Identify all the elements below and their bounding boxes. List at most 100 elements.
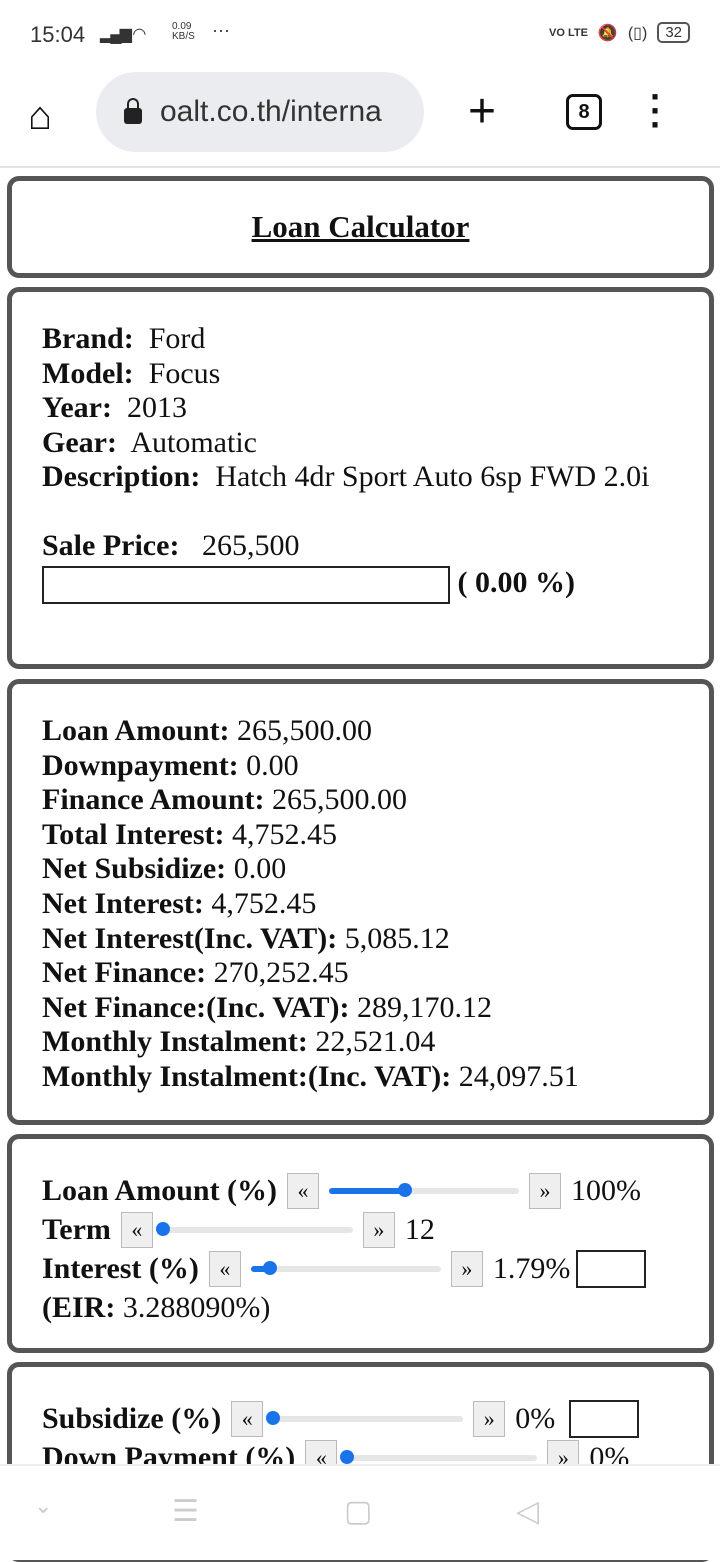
result-label: Total Interest:	[42, 817, 225, 851]
volte-icon: VO LTE	[549, 26, 588, 39]
result-label: Net Finance:(Inc. VAT):	[42, 990, 350, 1024]
sale-price-value: 265,500	[201, 528, 300, 562]
eir-value: 3.288090%)	[122, 1290, 271, 1324]
model-label: Model:	[42, 356, 134, 390]
eir-label: (EIR:	[42, 1290, 116, 1324]
result-label: Finance Amount:	[42, 783, 265, 817]
slider-handle[interactable]	[266, 1410, 281, 1425]
subsidize-input[interactable]	[569, 1399, 640, 1438]
subsidize-value: 0%	[515, 1401, 556, 1435]
result-value: 4,752.45	[211, 886, 317, 920]
term-value: 12	[404, 1212, 435, 1246]
result-row: Finance Amount: 265,500.00	[42, 783, 679, 818]
term-label: Term	[42, 1212, 111, 1246]
discount-row: ( 0.00 %)	[42, 566, 679, 604]
result-row: Downpayment: 0.00	[42, 749, 679, 784]
car-info-card: Brand: Ford Model: Focus Year: 2013 Gear…	[7, 287, 714, 669]
brand-label: Brand:	[42, 322, 134, 355]
lock-icon	[124, 98, 142, 124]
result-row: Loan Amount: 265,500.00	[42, 714, 679, 749]
result-value: 4,752.45	[232, 817, 337, 851]
result-label: Net Subsidize:	[42, 852, 227, 886]
interest-decrease-button[interactable]: «	[208, 1250, 241, 1287]
result-row: Monthly Instalment:(Inc. VAT): 24,097.51	[42, 1060, 679, 1095]
model-row: Model: Focus	[42, 357, 679, 392]
result-value: 265,500.00	[272, 783, 408, 817]
more-menu-icon[interactable]: · · ·	[650, 76, 662, 145]
signal-icon: ▂▄▆ ◠	[100, 26, 146, 43]
result-value: 270,252.45	[213, 956, 349, 990]
result-row: Total Interest: 4,752.45	[42, 818, 679, 853]
url-text: oalt.co.th/interna	[160, 95, 382, 128]
brand-value: Ford	[148, 322, 206, 355]
slider-handle[interactable]	[340, 1449, 355, 1464]
model-value: Focus	[148, 356, 221, 390]
description-label: Description:	[42, 460, 201, 494]
clock: 15:04	[30, 22, 86, 47]
interest-row: Interest (%) « » 1.79%	[42, 1249, 679, 1288]
subsidize-slider[interactable]	[266, 1410, 464, 1425]
slider-fill	[329, 1187, 406, 1194]
loan-amount-label: Loan Amount (%)	[42, 1173, 278, 1207]
eir-row: (EIR: 3.288090%)	[42, 1288, 679, 1327]
new-tab-icon[interactable]: +	[468, 85, 497, 138]
year-label: Year:	[42, 391, 112, 425]
results-card: Loan Amount: 265,500.00 Downpayment: 0.00…	[7, 679, 714, 1125]
result-row: Net Interest: 4,752.45	[42, 887, 679, 922]
loan-amount-increase-button[interactable]: »	[529, 1172, 562, 1209]
discount-input[interactable]	[42, 565, 450, 604]
vibrate-icon: (▯)	[627, 24, 648, 42]
discount-percent: ( 0.00 %)	[457, 565, 575, 599]
loan-amount-slider[interactable]	[329, 1182, 520, 1197]
result-row: Net Finance: 270,252.45	[42, 956, 679, 991]
system-nav-bar: ⌄ ☰ ▢ ◁	[0, 1464, 720, 1560]
description-row: Description: Hatch 4dr Sport Auto 6sp FW…	[42, 460, 679, 495]
result-row: Monthly Instalment: 22,521.04	[42, 1025, 679, 1060]
result-value: 289,170.12	[356, 990, 492, 1024]
description-value: Hatch 4dr Sport Auto 6sp FWD 2.0i	[215, 460, 650, 494]
subsidize-label: Subsidize (%)	[42, 1401, 222, 1435]
subsidize-decrease-button[interactable]: «	[231, 1400, 264, 1437]
brand-row: Brand: Ford	[42, 322, 679, 357]
interest-slider[interactable]	[250, 1260, 441, 1275]
result-value: 0.00	[233, 852, 287, 886]
status-bar: 15:04 ▂▄▆ ◠ 0.09 KB/S ··· VO LTE 🔕 (▯) 32	[0, 0, 720, 72]
slider-handle[interactable]	[262, 1260, 277, 1275]
tab-switcher-button[interactable]: 8	[566, 94, 602, 130]
term-decrease-button[interactable]: «	[120, 1211, 153, 1248]
interest-input[interactable]	[576, 1249, 647, 1288]
recents-icon[interactable]: ☰	[172, 1494, 199, 1529]
chevron-down-icon[interactable]: ⌄	[34, 1494, 53, 1519]
net-speed-unit: KB/S	[172, 31, 195, 42]
loan-amount-decrease-button[interactable]: «	[287, 1172, 320, 1209]
subsidize-row: Subsidize (%) « » 0%	[42, 1399, 679, 1438]
result-row: Net Subsidize: 0.00	[42, 852, 679, 887]
slider-handle[interactable]	[398, 1182, 413, 1197]
term-slider[interactable]	[155, 1221, 353, 1236]
gear-label: Gear:	[42, 425, 117, 459]
loan-controls-card: Loan Amount (%) « » 100% Term « » 12 Interest …	[7, 1134, 714, 1353]
net-speed: 0.09 KB/S	[172, 22, 195, 42]
home-nav-icon[interactable]: ▢	[344, 1494, 373, 1529]
more-notifications-icon: ···	[212, 20, 230, 40]
result-value: 5,085.12	[344, 921, 450, 955]
result-value: 24,097.51	[458, 1059, 579, 1093]
home-icon[interactable]: ⌂	[28, 93, 53, 138]
subsidize-increase-button[interactable]: »	[473, 1400, 506, 1437]
interest-label: Interest (%)	[42, 1251, 199, 1285]
sale-price-row: Sale Price: 265,500	[42, 529, 679, 564]
term-increase-button[interactable]: »	[362, 1211, 395, 1248]
back-icon[interactable]: ◁	[516, 1494, 540, 1529]
result-label: Net Interest(Inc. VAT):	[42, 921, 338, 955]
slider-handle[interactable]	[155, 1221, 170, 1236]
result-value: 265,500.00	[237, 714, 373, 747]
sale-price-label: Sale Price:	[42, 528, 180, 562]
result-row: Net Finance:(Inc. VAT): 289,170.12	[42, 991, 679, 1026]
page-title: Loan Calculator	[251, 209, 470, 244]
battery-icon: 32	[657, 22, 690, 43]
result-label: Loan Amount:	[42, 714, 230, 747]
result-value: 0.00	[246, 748, 299, 782]
down-payment-slider[interactable]	[340, 1449, 538, 1464]
interest-increase-button[interactable]: »	[450, 1250, 483, 1287]
address-bar[interactable]: oalt.co.th/interna	[96, 72, 424, 152]
